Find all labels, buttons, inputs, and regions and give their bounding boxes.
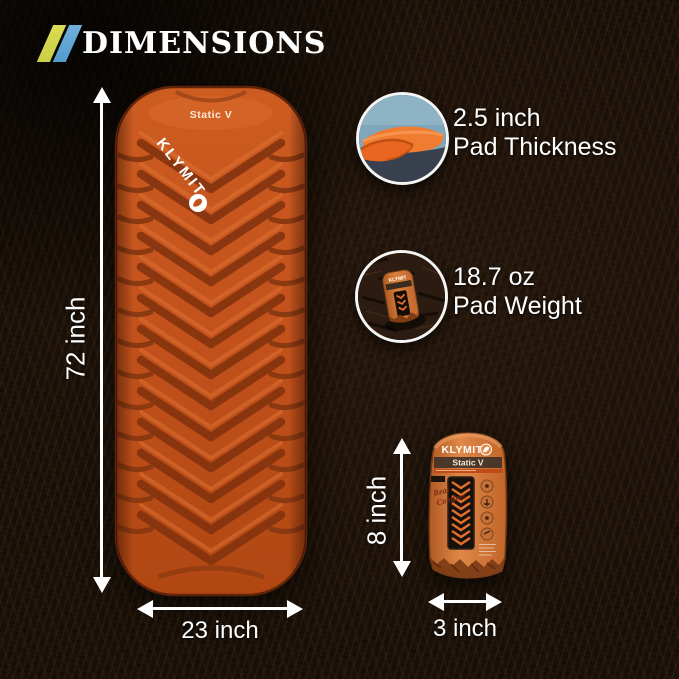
bag-width-label: 3 inch	[432, 615, 498, 642]
thickness-photo-circle	[356, 92, 449, 185]
weight-value: 18.7 oz	[453, 263, 536, 291]
weight-photo-circle: KLYMIT	[355, 250, 448, 343]
length-label: 72 inch	[60, 296, 91, 381]
bag-model-label: Static V	[452, 458, 484, 468]
bag-brand-label: KLYMIT	[441, 444, 482, 456]
bag-height-label: 8 inch	[361, 475, 392, 546]
weight-label: Pad Weight	[453, 292, 582, 320]
page-title: DIMENSIONS	[82, 26, 327, 61]
bag-feature-icons	[480, 479, 494, 541]
mini-bag-brand: KLYMIT	[388, 275, 407, 284]
slash-stripes-icon	[36, 25, 83, 62]
pad-edge-photo	[359, 95, 446, 182]
weight-spec: 18.7 oz Pad Weight	[453, 263, 582, 321]
bag-height-arrow	[400, 453, 403, 562]
packed-bag-graphic: KLYMIT Static V Real Co	[428, 432, 508, 579]
sleeping-pad-graphic: Static V KLYMIT	[114, 85, 308, 597]
width-measure-arrow	[152, 607, 288, 610]
thickness-spec: 2.5 inch Pad Thickness	[453, 104, 617, 162]
length-measure-arrow	[100, 102, 103, 578]
thickness-label: Pad Thickness	[453, 133, 617, 161]
klymit-logo-icon	[189, 194, 207, 212]
thickness-value: 2.5 inch	[453, 104, 541, 132]
svg-text:Real: Real	[431, 484, 451, 498]
bag-logo-icon	[480, 443, 492, 456]
packed-pad-photo: KLYMIT	[358, 253, 445, 340]
pad-model-label: Static V	[190, 109, 233, 121]
bag-width-arrow	[443, 600, 487, 603]
width-label: 23 inch	[181, 617, 259, 644]
